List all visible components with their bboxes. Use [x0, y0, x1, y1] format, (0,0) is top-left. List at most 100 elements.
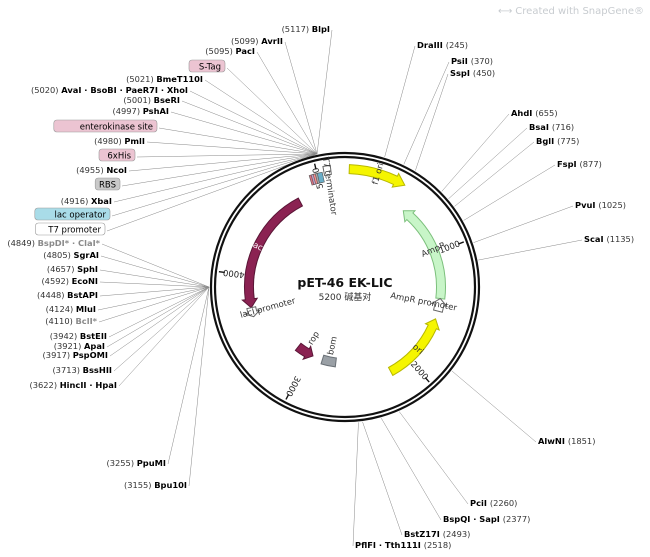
site-text: (3942) BstEII [50, 331, 107, 341]
site-pshai[interactable]: (4997) PshAI [112, 106, 169, 116]
site-pspomi[interactable]: (3917) PspOMI [43, 350, 108, 360]
tick-label: 4000 [223, 267, 246, 280]
site-text: (3921) ApaI [54, 341, 105, 351]
site-alwni[interactable]: AlwNI (1851) [538, 436, 595, 446]
tick-mark [424, 377, 430, 383]
feature-ampr-promoter[interactable] [430, 297, 448, 313]
site-position: (370) [471, 56, 493, 66]
site-position: (4916) [61, 196, 91, 206]
tick-mark [457, 241, 464, 245]
site-position: (3255) [106, 458, 136, 468]
leader-line [362, 421, 403, 536]
feature-name: S-Tag [199, 63, 221, 73]
leader-line [108, 286, 210, 338]
feature-label-bom: bom [326, 335, 340, 356]
site-text: (5021) BmeT110I [126, 74, 203, 84]
site-psii[interactable]: PsiI (370) [451, 56, 493, 66]
site-bseri[interactable]: (5001) BseRI [123, 95, 180, 105]
feature-name: T7 promoter [47, 226, 101, 236]
leader-line [118, 286, 210, 387]
site-bstapi[interactable]: (4448) BstAPI [37, 290, 98, 300]
site-rbs[interactable]: RBS [94, 177, 121, 191]
site-text: BglI (775) [536, 136, 579, 146]
site-name: BstZ17I [404, 529, 443, 539]
site-t7-promoter[interactable]: T7 promoter [35, 222, 106, 236]
site-name: PmlI [124, 136, 145, 146]
site-paci[interactable]: (5095) PacI [205, 46, 255, 56]
site-name: PvuI [575, 200, 598, 210]
site-text: BspQI · SapI (2377) [443, 514, 530, 524]
leader-line [448, 127, 528, 199]
feature-laci[interactable] [241, 197, 304, 309]
leader-line [454, 141, 535, 207]
site-position: (1851) [568, 436, 596, 446]
site-bspqi-sapi[interactable]: BspQI · SapI (2377) [443, 514, 530, 524]
site-bstz17i[interactable]: BstZ17I (2493) [404, 529, 470, 539]
site-ahdi[interactable]: AhdI (655) [511, 108, 558, 118]
feature-f1-ori[interactable] [348, 164, 406, 188]
site-position: (4448) [37, 290, 67, 300]
site-position: (2493) [443, 529, 471, 539]
site-avrii[interactable]: (5099) AvrII [231, 36, 283, 46]
site-pvui[interactable]: PvuI (1025) [575, 200, 626, 210]
site-name: XbaI [91, 196, 112, 206]
site-pflfi-tth111i[interactable]: PflFI · Tth111I (2518) [355, 540, 451, 550]
site-pcii[interactable]: PciI (2260) [470, 498, 517, 508]
site-ncoi[interactable]: (4955) NcoI [76, 165, 127, 175]
leader-line [226, 67, 318, 155]
feature-label-rop: rop [306, 330, 322, 347]
site-name: PciI [470, 498, 490, 508]
site-bmet110i[interactable]: (5021) BmeT110I [126, 74, 203, 84]
feature-laci-promoter[interactable] [243, 306, 262, 318]
site-pmli[interactable]: (4980) PmlI [94, 136, 145, 146]
site-xbai[interactable]: (4916) XbaI [61, 196, 112, 206]
site-s-tag[interactable]: S-Tag [188, 59, 226, 73]
site-name: BmeT110I [156, 74, 203, 84]
site-bcli[interactable]: (4110) BclI* [45, 316, 97, 326]
watermark-text: Created with SnapGene® [515, 6, 644, 17]
site-bspdi-clai[interactable]: (4849) BspDI* · ClaI* [7, 238, 100, 248]
site-econi[interactable]: (4592) EcoNI [41, 276, 98, 286]
site-6xhis[interactable]: 6xHis [98, 148, 136, 162]
site-sgrai[interactable]: (4805) SgrAI [43, 250, 99, 260]
site-bsai[interactable]: BsaI (716) [529, 122, 574, 132]
plasmid-size: 5200 碱基对 [319, 291, 372, 303]
site-apai[interactable]: (3921) ApaI [54, 341, 105, 351]
leader-line [463, 164, 556, 221]
site-text: (4997) PshAI [112, 106, 169, 116]
site-bsshii[interactable]: (3713) BssHII [52, 365, 112, 375]
site-position: (3713) [52, 365, 82, 375]
site-text: (5117) BlpI [282, 24, 330, 34]
site-bsteii[interactable]: (3942) BstEII [50, 331, 107, 341]
site-ppumi[interactable]: (3255) PpuMI [106, 458, 166, 468]
site-scai[interactable]: ScaI (1135) [584, 234, 634, 244]
site-mlui[interactable]: (4124) MluI [46, 304, 96, 314]
leader-line [136, 153, 318, 158]
site-name: PshAI [143, 106, 169, 116]
site-lac-operator[interactable]: lac operator [34, 207, 111, 221]
site-bpu10i[interactable]: (3155) Bpu10I [124, 480, 187, 490]
site-enterokinase-site[interactable]: enterokinase site [53, 119, 158, 133]
site-position: (3622) [29, 380, 59, 390]
leader-line [106, 153, 318, 232]
mini-feature[interactable] [316, 171, 325, 184]
site-avai-bsobi-paer7i-xhoi[interactable]: (5020) AvaI · BsoBI · PaeR7I · XhoI [31, 85, 188, 95]
feature-bom[interactable] [320, 354, 337, 368]
site-position: (3921) [54, 341, 84, 351]
site-blpi[interactable]: (5117) BlpI [282, 24, 330, 34]
site-text: (4849) BspDI* · ClaI* [7, 238, 100, 248]
feature-t7-terminator[interactable] [322, 164, 332, 176]
feature-ampr[interactable] [402, 210, 446, 300]
feature-ori[interactable] [387, 318, 440, 377]
site-name: BlpI [312, 24, 330, 34]
leader-line [99, 269, 210, 288]
site-sspi[interactable]: SspI (450) [450, 68, 495, 78]
site-name: ScaI [584, 234, 606, 244]
site-draiii[interactable]: DraIII (245) [417, 40, 468, 50]
site-sphi[interactable]: (4657) SphI [47, 264, 98, 274]
feature-rop[interactable] [294, 342, 314, 361]
site-hincii-hpai[interactable]: (3622) HincII · HpaI [29, 380, 117, 390]
site-bgli[interactable]: BglI (775) [536, 136, 579, 146]
site-fspi[interactable]: FspI (877) [557, 159, 602, 169]
